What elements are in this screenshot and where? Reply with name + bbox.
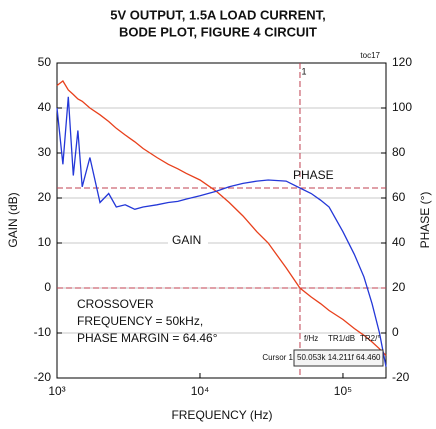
y2-tick-label: 80 (392, 145, 406, 159)
cursor-box (293, 349, 384, 367)
annotation: GAIN (172, 233, 201, 247)
y2-tick-label: 60 (392, 190, 406, 204)
y2-tick-label: 0 (392, 325, 399, 339)
y2-tick-label: -20 (392, 370, 410, 384)
x-tick-label: 10⁴ (191, 384, 210, 398)
plot-frame (56, 62, 387, 379)
annotation: FREQUENCY = 50kHz, (77, 314, 203, 328)
gain-label-bg (168, 234, 208, 250)
annotation: f/Hz (304, 334, 318, 343)
annotation: 1 (301, 66, 306, 76)
y-tick-label: -10 (34, 325, 52, 339)
chart-title: 5V OUTPUT, 1.5A LOAD CURRENT, (110, 7, 326, 22)
line-series (56, 96, 387, 367)
y-tick-label: 40 (38, 100, 52, 114)
x-axis-label: FREQUENCY (Hz) (171, 408, 272, 422)
annotation: TR2/° (360, 334, 381, 343)
annotation: toc17 (360, 51, 380, 60)
y-axis-label: GAIN (dB) (6, 192, 20, 247)
line-series (56, 80, 387, 356)
y2-tick-label: 40 (392, 235, 406, 249)
annotation: PHASE MARGIN = 64.46° (77, 331, 218, 345)
y-tick-label: 50 (38, 55, 52, 69)
annotation: PHASE (293, 168, 334, 182)
annotation: Cursor 1 (262, 353, 293, 362)
y-tick-label: 0 (44, 280, 51, 294)
y-tick-label: -20 (34, 370, 52, 384)
annotation: TR1/dB (328, 334, 355, 343)
y2-tick-label: 120 (392, 55, 412, 69)
chart-title: BODE PLOT, FIGURE 4 CIRCUIT (119, 24, 317, 39)
y2-tick-label: 20 (392, 280, 406, 294)
y-tick-label: 20 (38, 190, 52, 204)
annotation: CROSSOVER (77, 297, 154, 311)
y2-axis-label: PHASE (°) (418, 192, 432, 249)
annotation: 50.053k 14.211f 64.460 (297, 353, 381, 362)
y-tick-label: 10 (38, 235, 52, 249)
x-tick-label: 10³ (48, 384, 65, 398)
y2-tick-label: 100 (392, 100, 412, 114)
x-tick-label: 10⁵ (334, 384, 352, 398)
y-tick-label: 30 (38, 145, 52, 159)
